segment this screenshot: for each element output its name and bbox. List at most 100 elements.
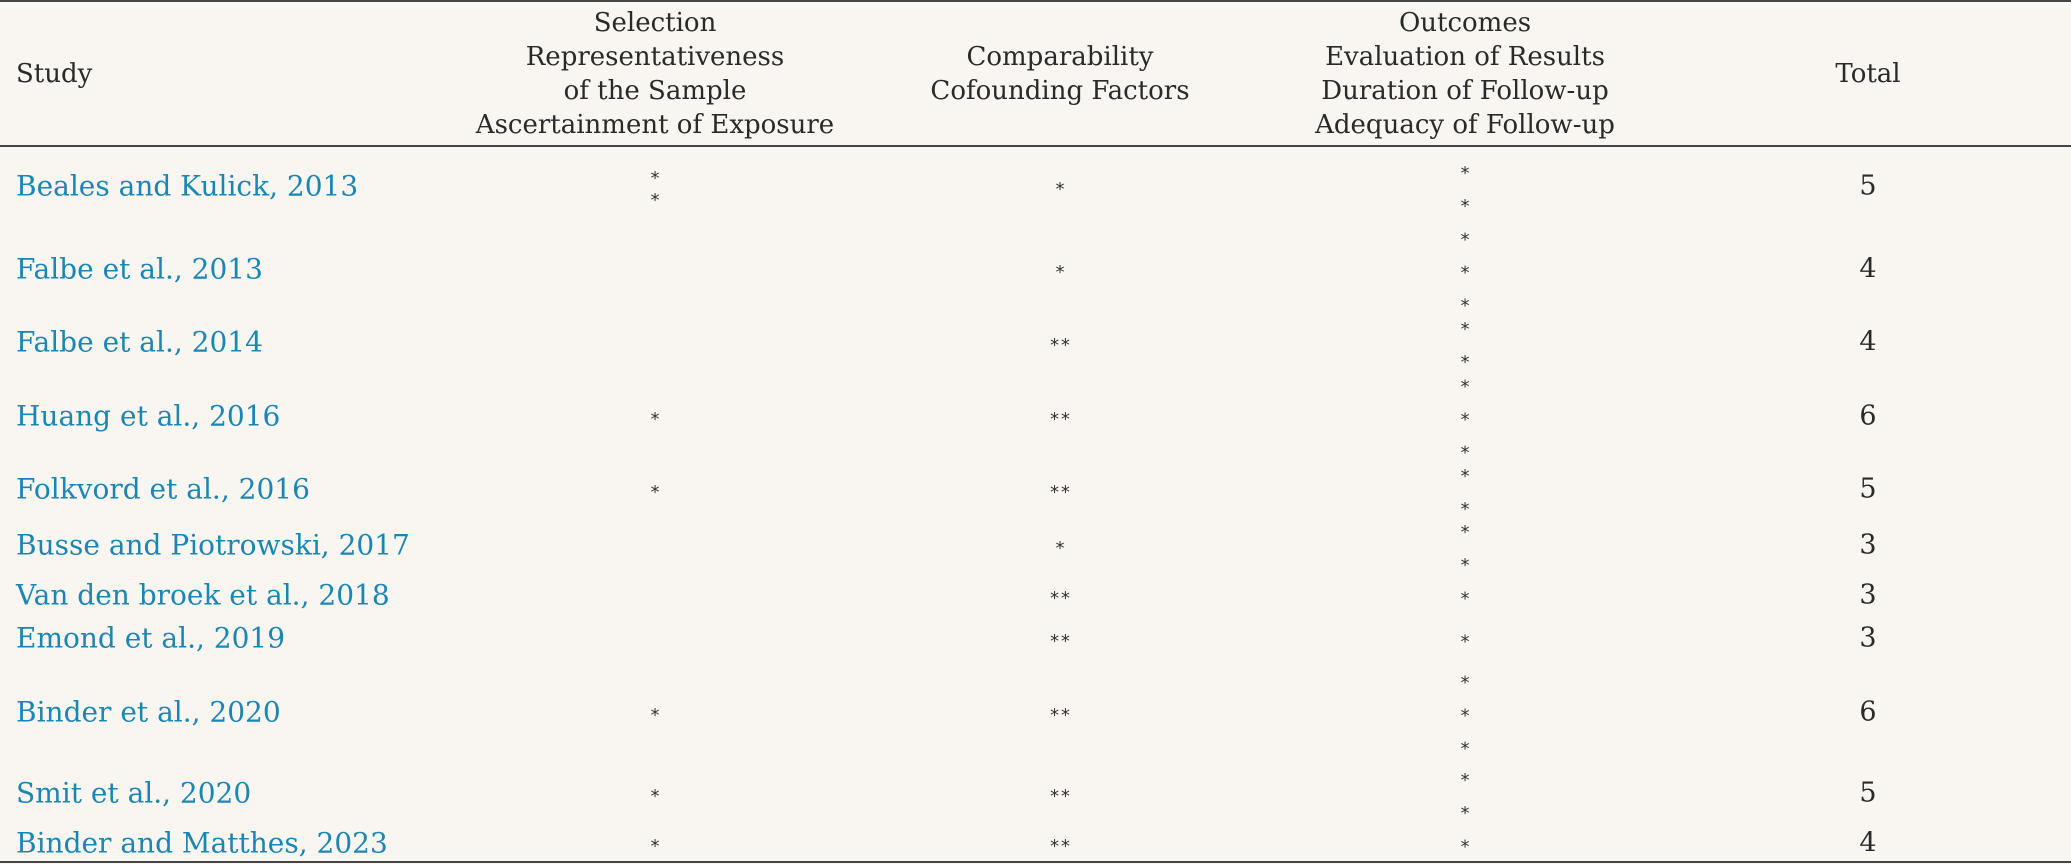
star-rating: * <box>649 190 661 211</box>
star-rating: * <box>1459 588 1471 610</box>
header-selection-line: Representativeness <box>525 41 785 72</box>
star-rating: * <box>1459 836 1471 858</box>
total-score: 4 <box>1859 326 1877 358</box>
header-comparability: Comparability Cofounding Factors <box>880 2 1240 145</box>
star-rating: * <box>649 705 661 726</box>
study-link[interactable]: Binder and Matthes, 2023 <box>16 826 388 860</box>
star-rating: * <box>1459 376 1471 398</box>
outcomes-stars: * <box>1460 622 1471 655</box>
star-rating: * <box>1459 499 1471 520</box>
comparability-stars: * <box>1055 175 1066 200</box>
star-rating: ** <box>1049 705 1071 726</box>
star-rating: * <box>1054 262 1066 283</box>
star-rating: * <box>1459 229 1471 251</box>
selection-stars: * <box>650 782 661 807</box>
study-link[interactable]: Smit et al., 2020 <box>16 776 252 810</box>
star-rating: * <box>1459 803 1471 824</box>
total-score: 3 <box>1859 579 1877 611</box>
star-rating: ** <box>1049 836 1071 857</box>
comparability-stars: * <box>1055 258 1066 283</box>
study-link[interactable]: Busse and Piotrowski, 2017 <box>16 528 410 562</box>
table-bottom-rule <box>0 861 2071 863</box>
star-rating: * <box>1459 770 1471 791</box>
star-rating: ** <box>1049 409 1071 430</box>
star-rating: * <box>1459 295 1471 317</box>
star-rating: ** <box>1049 588 1071 609</box>
star-rating: * <box>1459 738 1471 760</box>
header-selection: Selection Representativeness of the Samp… <box>455 2 855 145</box>
comparability-stars: ** <box>1049 331 1071 356</box>
header-study-label: Study <box>16 58 93 89</box>
star-rating: * <box>1459 705 1471 727</box>
total-score: 6 <box>1859 400 1877 432</box>
star-rating: * <box>1459 466 1471 487</box>
star-rating: * <box>1459 631 1471 653</box>
star-rating: * <box>1459 262 1471 284</box>
study-link[interactable]: Huang et al., 2016 <box>16 399 281 433</box>
star-rating: ** <box>1049 482 1071 503</box>
study-link[interactable]: Emond et al., 2019 <box>16 621 286 655</box>
star-rating: * <box>1459 319 1471 340</box>
star-rating: * <box>649 409 661 430</box>
comparability-stars: ** <box>1049 627 1071 652</box>
header-outcomes-line: Evaluation of Results <box>1325 41 1605 72</box>
header-comparability-line: Cofounding Factors <box>930 75 1190 106</box>
study-link[interactable]: Falbe et al., 2013 <box>16 252 263 286</box>
comparability-stars: ** <box>1049 782 1071 807</box>
comparability-stars: ** <box>1049 478 1071 503</box>
total-score: 3 <box>1859 529 1877 561</box>
star-rating: * <box>1459 442 1471 464</box>
star-rating: * <box>649 786 661 807</box>
header-comparability-line: Comparability <box>966 41 1154 72</box>
star-rating: ** <box>1049 335 1071 356</box>
header-total: Total <box>1768 2 1968 145</box>
header-outcomes-line: Adequacy of Follow-up <box>1315 109 1615 140</box>
star-rating: * <box>1459 409 1471 431</box>
comparability-stars: ** <box>1049 832 1071 857</box>
outcomes-stars: * * <box>1460 760 1471 826</box>
study-link[interactable]: Van den broek et al., 2018 <box>16 578 390 612</box>
outcomes-stars: * * * <box>1460 663 1471 762</box>
star-rating: ** <box>1049 786 1071 807</box>
total-score: 6 <box>1859 696 1877 728</box>
star-rating: * <box>649 836 661 857</box>
star-rating: * <box>649 482 661 503</box>
star-rating: * <box>1459 522 1471 543</box>
total-score: 5 <box>1859 473 1877 505</box>
selection-stars: * <box>650 478 661 503</box>
header-outcomes-line: Outcomes <box>1398 7 1532 38</box>
total-score: 5 <box>1859 777 1877 809</box>
selection-stars: * <box>650 405 661 430</box>
outcomes-stars: * <box>1460 827 1471 860</box>
outcomes-stars: * * <box>1460 153 1471 219</box>
study-link[interactable]: Falbe et al., 2014 <box>16 325 263 359</box>
study-link[interactable]: Folkvord et al., 2016 <box>16 472 310 506</box>
comparability-stars: ** <box>1049 584 1071 609</box>
selection-stars: * * <box>649 164 661 211</box>
header-total-label: Total <box>1835 58 1901 89</box>
header-study: Study <box>16 2 416 145</box>
outcomes-stars: * * * <box>1460 220 1471 319</box>
header-selection-line: Selection <box>593 7 717 38</box>
comparability-stars: ** <box>1049 701 1071 726</box>
star-rating: * <box>1459 672 1471 694</box>
selection-stars: * <box>650 701 661 726</box>
comparability-stars: * <box>1055 534 1066 559</box>
study-link[interactable]: Beales and Kulick, 2013 <box>16 169 359 203</box>
outcomes-stars: * * * <box>1460 367 1471 466</box>
study-link[interactable]: Binder et al., 2020 <box>16 695 281 729</box>
outcomes-stars: * * <box>1460 309 1471 375</box>
header-rule <box>0 145 2071 147</box>
star-rating: * <box>1459 163 1471 184</box>
total-score: 4 <box>1859 827 1877 859</box>
total-score: 4 <box>1859 253 1877 285</box>
comparability-stars: ** <box>1049 405 1071 430</box>
star-rating: * <box>649 168 661 189</box>
header-selection-line: of the Sample <box>563 75 747 106</box>
star-rating: * <box>1459 352 1471 373</box>
star-rating: * <box>1459 555 1471 576</box>
star-rating: ** <box>1049 631 1071 652</box>
outcomes-stars: * * <box>1460 512 1471 578</box>
outcomes-stars: * <box>1460 579 1471 612</box>
total-score: 5 <box>1859 170 1877 202</box>
